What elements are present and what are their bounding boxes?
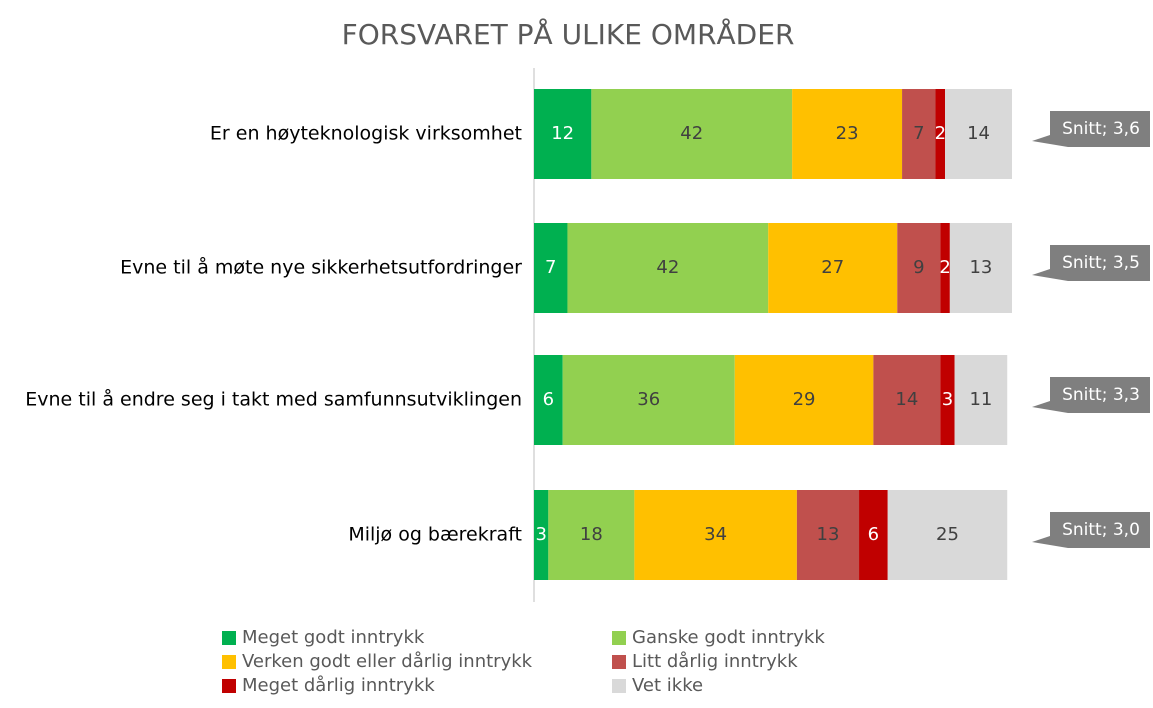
data-label: 27 [821, 257, 844, 278]
annotation: Snitt; 3,5 [1062, 253, 1140, 273]
bar-segment [949, 223, 1012, 313]
bar-segment [534, 89, 592, 179]
bar-segment [945, 89, 1012, 179]
bar-segment [902, 89, 936, 179]
data-label: 42 [656, 257, 679, 278]
annotation: Snitt; 3,3 [1062, 385, 1140, 405]
annotation: Snitt; 3,6 [1062, 119, 1140, 139]
data-label: 42 [680, 123, 703, 144]
bar-segment [940, 223, 950, 313]
legend-swatch [612, 679, 626, 693]
bar-segment [859, 490, 888, 580]
y-tick-label: Miljø og bærekraft [348, 524, 522, 546]
y-tick-label: Er en høyteknologisk virksomhet [210, 123, 522, 145]
bar-segment [534, 490, 549, 580]
bar-segment [887, 490, 1008, 580]
legend-label: Verken godt eller dårlig inntrykk [242, 651, 533, 672]
legend-swatch [222, 679, 236, 693]
legend-label: Meget godt inntrykk [242, 627, 425, 648]
data-label: 3 [535, 524, 546, 545]
bar-segment [792, 89, 903, 179]
bar-segment [591, 89, 793, 179]
bar-segment [534, 223, 568, 313]
bar-segment [548, 490, 635, 580]
data-label: 25 [936, 524, 959, 545]
chart-title: FORSVARET PÅ ULIKE OMRÅDER [342, 17, 795, 51]
data-label: 6 [868, 524, 879, 545]
data-label: 7 [913, 123, 924, 144]
callout-box [1032, 111, 1150, 147]
annotation: Snitt; 3,0 [1062, 520, 1140, 540]
bar-segment [873, 355, 941, 445]
bar-segment [567, 223, 769, 313]
data-label: 13 [817, 524, 840, 545]
bar-segment [768, 223, 898, 313]
data-label: 14 [967, 123, 990, 144]
legend-label: Vet ikke [632, 675, 703, 696]
data-label: 2 [935, 123, 946, 144]
data-label: 23 [836, 123, 859, 144]
legend-label: Meget dårlig inntrykk [242, 675, 435, 696]
callout-box [1032, 245, 1150, 281]
data-label: 11 [969, 389, 992, 410]
y-tick-label: Evne til å endre seg i takt med samfunns… [25, 388, 522, 411]
bar-segment [935, 89, 946, 179]
data-label: 13 [969, 257, 992, 278]
legend-swatch [222, 631, 236, 645]
legend-swatch [612, 655, 626, 669]
data-label: 36 [637, 389, 660, 410]
bar-segment [940, 355, 955, 445]
data-label: 34 [704, 524, 727, 545]
bar-segment [634, 490, 797, 580]
legend-label: Litt dårlig inntrykk [632, 651, 798, 672]
data-label: 18 [580, 524, 603, 545]
legend-swatch [222, 655, 236, 669]
data-label: 12 [551, 123, 574, 144]
data-label: 3 [942, 389, 953, 410]
bar-segment [534, 355, 563, 445]
callout-box [1032, 512, 1150, 548]
data-label: 29 [793, 389, 816, 410]
bar-segment [897, 223, 941, 313]
data-label: 9 [913, 257, 924, 278]
data-label: 14 [895, 389, 918, 410]
bar-segment [954, 355, 1008, 445]
bar-segment [562, 355, 735, 445]
bar-segment [734, 355, 874, 445]
legend-label: Ganske godt inntrykk [632, 627, 825, 648]
legend-swatch [612, 631, 626, 645]
data-label: 2 [939, 257, 950, 278]
callout-box [1032, 377, 1150, 413]
data-label: 7 [545, 257, 556, 278]
data-label: 6 [543, 389, 554, 410]
bar-segment [796, 490, 860, 580]
y-tick-label: Evne til å møte nye sikkerhetsutfordring… [120, 256, 522, 279]
